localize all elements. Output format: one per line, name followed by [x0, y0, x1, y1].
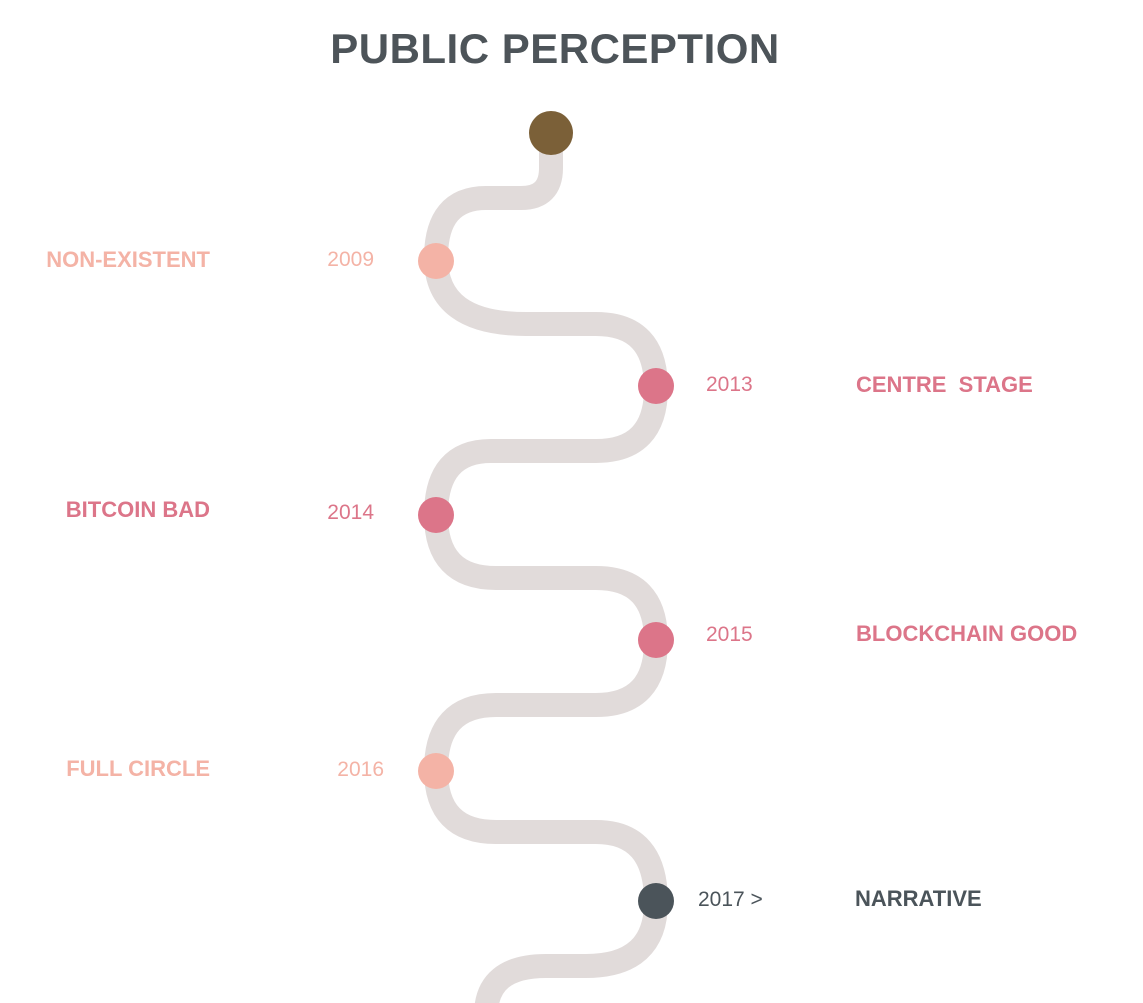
node-2014 — [418, 497, 454, 533]
event-label-full-circle: FULL CIRCLE — [66, 756, 210, 781]
event-year-2009: 2009 — [327, 248, 374, 271]
event-year-2016: 2016 — [337, 758, 384, 781]
node-2017 — [638, 883, 674, 919]
event-year-2017: 2017 > — [698, 888, 763, 911]
page-title: PUBLIC PERCEPTION — [330, 25, 780, 72]
node-2016 — [418, 753, 454, 789]
node-2013 — [638, 368, 674, 404]
event-year-2013: 2013 — [706, 373, 753, 396]
event-label-narrative: NARRATIVE — [855, 886, 982, 911]
event-label-non-existent: NON-EXISTENT — [46, 247, 210, 272]
event-label-bitcoin-bad: BITCOIN BAD — [65, 497, 210, 522]
start-node — [529, 111, 573, 155]
event-year-2015: 2015 — [706, 623, 753, 646]
timeline-path — [424, 121, 668, 1003]
node-2009 — [418, 243, 454, 279]
event-label-blockchain-good: BLOCKCHAIN GOOD — [856, 621, 1078, 646]
node-2015 — [638, 622, 674, 658]
event-label-centre-stage: CENTRE STAGE — [856, 372, 1033, 397]
event-year-2014: 2014 — [327, 501, 374, 524]
